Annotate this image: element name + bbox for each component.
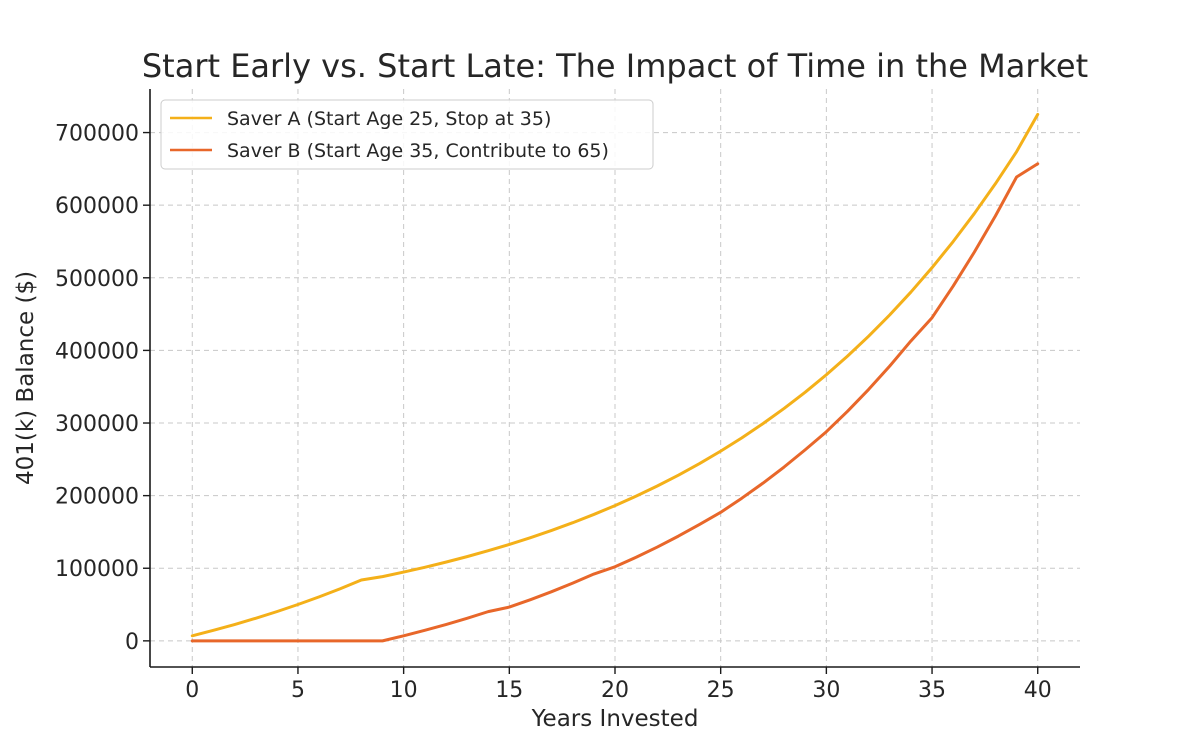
y-tick-label: 0 [125, 630, 139, 655]
y-tick-label: 300000 [55, 412, 139, 437]
y-tick-label: 500000 [55, 267, 139, 292]
grid-layer [150, 89, 1080, 667]
y-tick-label: 100000 [55, 557, 139, 582]
y-axis-label: 401(k) Balance ($) [13, 271, 39, 485]
x-tick-label: 35 [918, 678, 946, 703]
x-tick-label: 10 [390, 678, 418, 703]
y-tick-label: 700000 [55, 122, 139, 147]
y-tick-label: 400000 [55, 339, 139, 364]
x-tick-label: 25 [707, 678, 735, 703]
legend-box [160, 99, 654, 170]
series-line-saver-b [190, 162, 1040, 643]
legend-label-saver-a: Saver A (Start Age 25, Stop at 35) [227, 108, 551, 130]
y-tick-label: 200000 [55, 485, 139, 510]
chart-title: Start Early vs. Start Late: The Impact o… [142, 47, 1088, 85]
y-ticks: 0 100000 200000 300000 400000 500000 600000 700… [55, 122, 150, 655]
x-tick-label: 5 [291, 678, 305, 703]
x-tick-label: 20 [601, 678, 629, 703]
x-tick-label: 15 [495, 678, 523, 703]
series-layer [190, 112, 1040, 643]
series-line-saver-a [190, 112, 1040, 638]
x-tick-label: 40 [1024, 678, 1052, 703]
y-tick-label: 600000 [55, 194, 139, 219]
x-axis-label: Years Invested [531, 706, 699, 732]
legend: Saver A (Start Age 25, Stop at 35) Saver… [160, 99, 654, 170]
legend-label-saver-b: Saver B (Start Age 35, Contribute to 65) [227, 140, 609, 162]
x-tick-label: 0 [185, 678, 199, 703]
x-ticks: 0 5 10 15 20 25 30 35 40 [185, 667, 1052, 703]
x-tick-label: 30 [812, 678, 840, 703]
